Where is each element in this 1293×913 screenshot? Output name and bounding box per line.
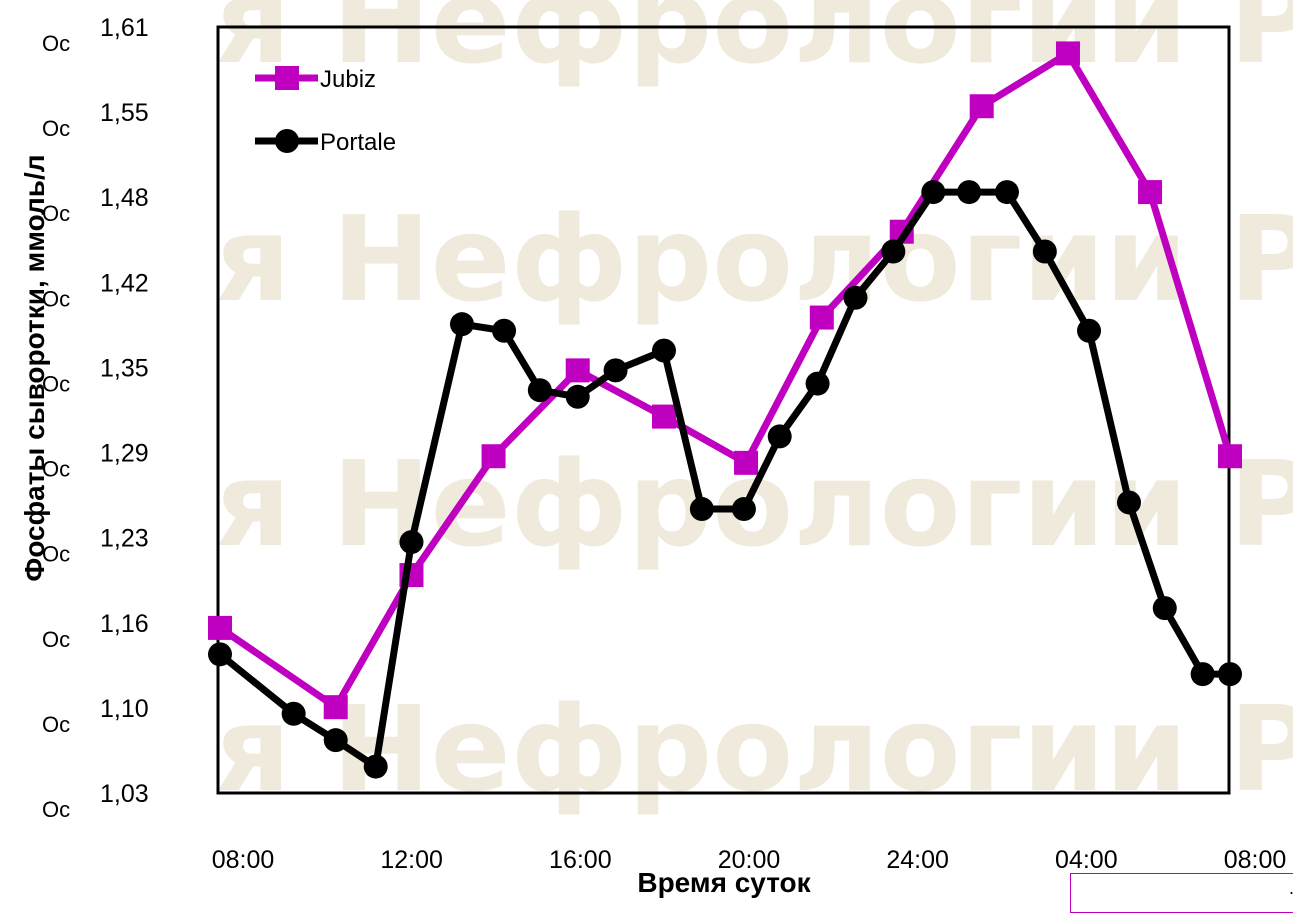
data-point bbox=[323, 728, 348, 753]
y-tick-label: 1,61 bbox=[100, 14, 149, 42]
legend-marker bbox=[275, 66, 299, 90]
data-point bbox=[323, 695, 348, 720]
note-box: . . bbox=[1070, 873, 1293, 913]
series-layer bbox=[208, 41, 1242, 779]
x-tick-label: 08:00 bbox=[212, 846, 275, 874]
y-tick-prefix: Oc bbox=[42, 542, 70, 567]
x-tick-label: 04:00 bbox=[1055, 846, 1118, 874]
x-tick-label: 20:00 bbox=[718, 846, 781, 874]
data-point bbox=[1032, 239, 1057, 264]
y-tick-prefix: Oc bbox=[42, 627, 70, 652]
y-tick-prefix: Oc bbox=[42, 712, 70, 737]
data-point bbox=[1138, 180, 1163, 205]
x-tick-label: 12:00 bbox=[380, 846, 443, 874]
data-point bbox=[603, 358, 628, 383]
series-portale bbox=[208, 180, 1242, 779]
y-tick-prefix: Oc bbox=[42, 116, 70, 141]
data-point bbox=[363, 754, 388, 779]
data-point bbox=[208, 642, 232, 667]
data-point bbox=[1077, 318, 1102, 343]
y-tick-label: 1,55 bbox=[100, 99, 149, 127]
data-point bbox=[969, 94, 994, 119]
data-point bbox=[449, 312, 474, 337]
y-axis: Oc 1,03 Oc 1,10 Oc 1,16 Oc 1,23 Oc 1,29 Oc 1,35 Oc 1,… bbox=[42, 14, 149, 822]
data-point bbox=[399, 530, 424, 555]
y-tick-label: 1,23 bbox=[100, 525, 149, 553]
data-point bbox=[734, 450, 759, 475]
legend: Jubiz Portale bbox=[255, 66, 396, 156]
y-tick-label: 1,35 bbox=[100, 354, 149, 382]
data-point bbox=[881, 239, 906, 264]
data-point bbox=[651, 404, 676, 429]
data-point bbox=[1117, 490, 1141, 515]
data-point bbox=[921, 180, 946, 205]
x-tick-label: 08:00 bbox=[1224, 846, 1287, 874]
y-tick-label: 1,10 bbox=[100, 695, 149, 723]
data-point bbox=[651, 338, 676, 363]
y-tick-label: 1,29 bbox=[100, 440, 149, 468]
data-point bbox=[843, 285, 868, 310]
y-tick-label: 1,48 bbox=[100, 184, 149, 212]
y-tick-prefix: Oc bbox=[42, 797, 70, 822]
watermark: я Нефрологии РДО я Нефрологии РДО я Нефр… bbox=[215, 0, 1293, 818]
watermark-line-4: я Нефрологии РДО bbox=[215, 680, 1293, 818]
y-tick-prefix: Oc bbox=[42, 286, 70, 311]
data-point bbox=[565, 358, 590, 383]
y-tick-prefix: Oc bbox=[42, 457, 70, 482]
y-tick-label: 1,42 bbox=[100, 269, 149, 297]
y-tick-label: 1,16 bbox=[100, 610, 149, 638]
y-tick-prefix: Oc bbox=[42, 201, 70, 226]
data-point bbox=[1218, 662, 1242, 687]
data-point bbox=[809, 305, 834, 330]
note-box-text: . . bbox=[1289, 878, 1293, 899]
y-tick-prefix: Oc bbox=[42, 371, 70, 396]
legend-label: Jubiz bbox=[320, 66, 376, 93]
data-point bbox=[565, 384, 590, 409]
x-tick-label: 16:00 bbox=[549, 846, 612, 874]
watermark-line-1: я Нефрологии РДО bbox=[215, 0, 1293, 90]
y-tick-prefix: Oc bbox=[42, 31, 70, 56]
data-point bbox=[767, 424, 792, 449]
data-point bbox=[1218, 444, 1242, 469]
legend-label: Portale bbox=[320, 129, 396, 156]
legend-marker bbox=[275, 129, 299, 153]
data-point bbox=[281, 701, 306, 726]
watermark-line-2: я Нефрологии РДО bbox=[215, 190, 1293, 328]
plot-area bbox=[216, 25, 1231, 795]
data-point bbox=[492, 318, 517, 343]
data-point bbox=[805, 371, 830, 396]
y-axis-title: Фосфаты сыворотки, ммоль/л bbox=[19, 154, 50, 581]
data-point bbox=[994, 180, 1019, 205]
data-point bbox=[731, 497, 756, 522]
data-point bbox=[1152, 596, 1177, 621]
data-point bbox=[689, 497, 714, 522]
x-axis: 08:00 12:00 16:00 20:00 24:00 04:00 08:00 bbox=[212, 846, 1287, 874]
data-point bbox=[481, 444, 506, 469]
x-tick-label: 24:00 bbox=[886, 846, 949, 874]
data-point bbox=[1190, 662, 1215, 687]
x-axis-title: Время суток bbox=[637, 867, 811, 898]
series-line bbox=[217, 188, 1230, 771]
data-point bbox=[957, 180, 982, 205]
data-point bbox=[1055, 41, 1080, 66]
data-point bbox=[208, 615, 232, 640]
data-point bbox=[527, 378, 552, 403]
y-tick-label: 1,03 bbox=[100, 780, 149, 808]
